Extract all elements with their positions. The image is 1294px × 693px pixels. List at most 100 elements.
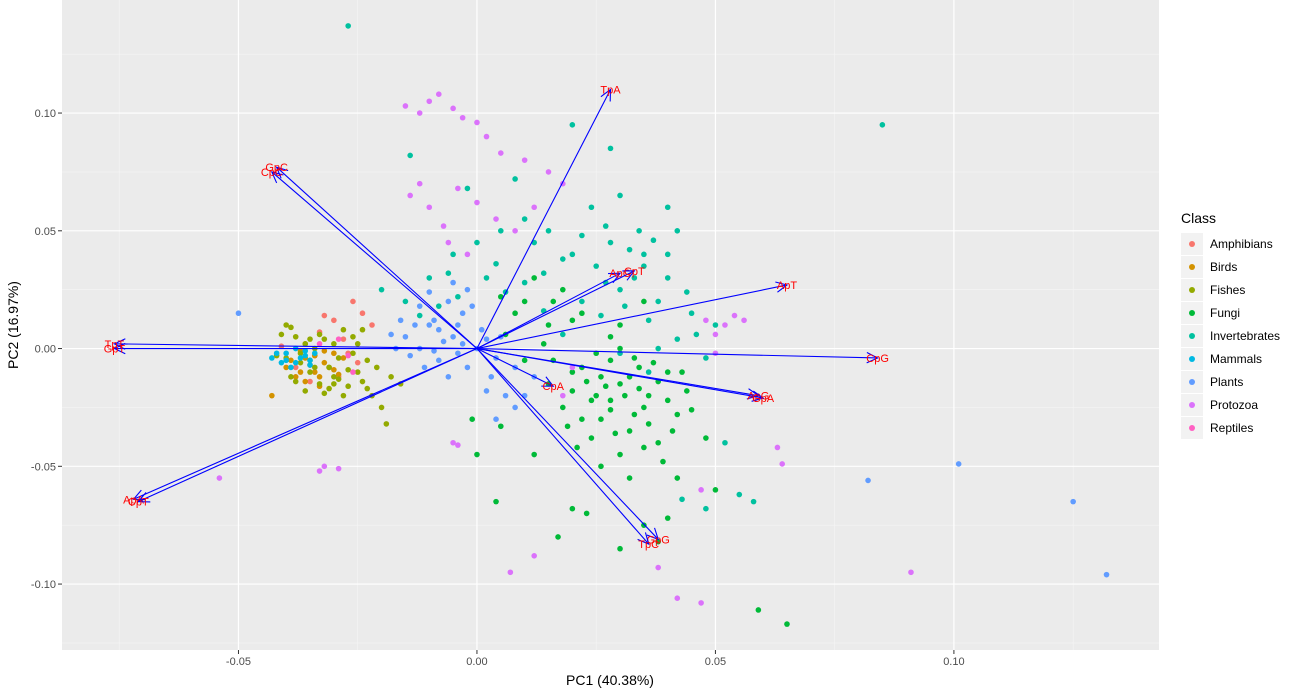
point-fungi [669, 428, 676, 434]
point-mammals [311, 350, 318, 357]
point-amphibians [307, 378, 313, 385]
point-protozoa [435, 91, 442, 98]
point-fishes [288, 374, 294, 380]
point-invertebrates [617, 286, 623, 293]
point-fungi [560, 404, 566, 411]
point-protozoa [455, 442, 461, 448]
point-birds [331, 350, 337, 357]
point-amphibians [321, 312, 328, 319]
point-protozoa [512, 227, 518, 234]
point-plants [445, 298, 452, 305]
point-invertebrates [426, 275, 433, 281]
arrow-head [275, 166, 289, 179]
point-fungi [588, 435, 595, 441]
point-invertebrates [641, 251, 647, 258]
point-protozoa [450, 439, 456, 446]
point-fungi [583, 378, 590, 385]
point-fungi [641, 444, 647, 451]
point-amphibians [369, 322, 375, 328]
point-reptiles [345, 352, 351, 359]
point-invertebrates [617, 192, 623, 199]
point-protozoa [545, 169, 552, 175]
point-invertebrates [712, 322, 719, 328]
point-invertebrates [636, 227, 642, 234]
point-fishes [288, 324, 294, 331]
point-protozoa [407, 192, 413, 199]
loading-label: GpG [647, 534, 670, 546]
point-fungi [664, 397, 671, 404]
point-fungi [617, 381, 623, 387]
point-protozoa [426, 204, 433, 211]
point-plants [431, 317, 437, 324]
point-fishes [364, 357, 371, 364]
point-mammals [288, 364, 294, 371]
point-invertebrates [693, 331, 700, 338]
arrow-head [270, 171, 284, 184]
point-fungi [607, 333, 614, 340]
point-fungi [655, 439, 661, 446]
point-fungi [531, 451, 537, 458]
loading-arrow-tpt [114, 343, 477, 350]
point-protozoa [741, 317, 747, 324]
arrow-head [137, 492, 151, 503]
point-birds [321, 359, 328, 366]
point-plants [445, 374, 452, 380]
point-invertebrates [450, 251, 456, 258]
point-reptiles [316, 341, 323, 347]
point-fungi [602, 383, 609, 390]
point-fungi [674, 411, 681, 418]
point-protozoa [779, 461, 786, 467]
point-invertebrates [407, 152, 413, 159]
point-invertebrates [664, 275, 671, 281]
point-protozoa [655, 564, 661, 571]
point-fishes [321, 336, 328, 342]
point-plants [459, 310, 466, 317]
x-tick-label: 0.05 [705, 656, 726, 668]
point-fishes [302, 388, 309, 394]
loading-label: GpT [104, 344, 126, 356]
point-fungi [755, 607, 762, 613]
point-invertebrates [750, 498, 757, 505]
point-plants [435, 357, 442, 364]
point-mammals [269, 355, 275, 361]
legend-swatch-amphibians [1189, 241, 1195, 247]
point-fungi [531, 275, 537, 281]
point-invertebrates [560, 256, 566, 262]
point-fungi [593, 392, 599, 399]
point-fungi [712, 487, 719, 493]
legend-label: Plants [1210, 375, 1243, 389]
point-birds [340, 355, 347, 361]
point-invertebrates [579, 298, 585, 305]
point-plants [402, 333, 409, 340]
loading-arrow-tpa [476, 89, 611, 349]
point-amphibians [354, 359, 361, 366]
point-fungi [598, 374, 604, 380]
arrow-head [622, 270, 636, 281]
point-birds [288, 357, 294, 364]
point-fungi [521, 357, 528, 364]
point-fishes [340, 392, 347, 399]
arrow-head [132, 489, 146, 501]
point-fishes [364, 385, 371, 392]
point-fungi [631, 411, 638, 418]
point-invertebrates [664, 204, 671, 211]
point-fungi [550, 298, 557, 305]
legend-swatch-fungi [1189, 310, 1195, 316]
loading-label: TpC [638, 539, 659, 551]
point-plants [431, 348, 437, 354]
point-protozoa [507, 569, 514, 576]
loading-label: CpT [128, 497, 149, 509]
point-fishes [350, 350, 356, 357]
point-invertebrates [521, 216, 528, 222]
point-plants [955, 461, 962, 467]
point-amphibians [292, 364, 299, 371]
panel-background [62, 0, 1159, 650]
point-plants [521, 392, 528, 399]
loading-arrow-apt [476, 284, 788, 350]
point-fishes [354, 341, 361, 347]
point-fungi [679, 369, 685, 375]
point-protozoa [560, 392, 566, 399]
loading-arrow-cpt [138, 348, 478, 503]
point-fungi [598, 463, 604, 470]
point-protozoa [531, 552, 537, 559]
